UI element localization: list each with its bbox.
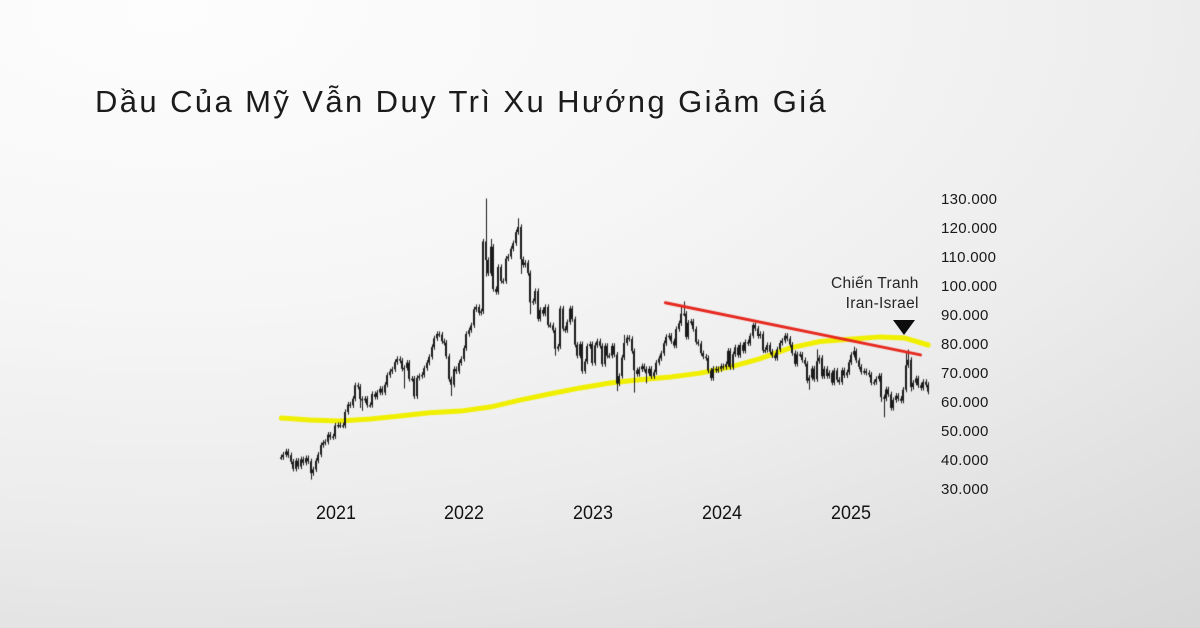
x-axis-tick-label: 2022 <box>444 502 485 524</box>
y-axis-tick-label: 100.000 <box>941 278 998 295</box>
y-axis-tick-label: 120.000 <box>941 220 998 237</box>
y-axis-tick-label: 50.000 <box>941 423 989 440</box>
y-axis-tick-label: 110.000 <box>941 249 997 266</box>
y-axis-tick-label: 60.000 <box>941 394 989 411</box>
y-axis-tick-label: 70.000 <box>941 365 989 382</box>
war-annotation-label: Chiến Tranh Iran-Israel <box>689 274 919 314</box>
x-axis-tick-label: 2021 <box>315 502 356 524</box>
x-axis-tick-label: 2023 <box>573 502 614 524</box>
y-axis-tick-label: 130.000 <box>941 191 998 208</box>
war-annotation-line2: Iran-Israel <box>845 295 919 313</box>
war-annotation-line1: Chiến Tranh <box>830 275 919 293</box>
x-axis-tick-label: 2025 <box>830 502 871 524</box>
y-axis-tick-label: 30.000 <box>941 481 989 498</box>
war-marker-down-triangle-icon <box>892 320 915 336</box>
y-axis-tick-label: 80.000 <box>941 336 989 353</box>
x-axis-tick-label: 2024 <box>702 502 743 524</box>
page-title: Dầu Của Mỹ Vẫn Duy Trì Xu Hướng Giảm Giá <box>95 84 829 119</box>
y-axis-tick-label: 90.000 <box>941 307 989 324</box>
y-axis-tick-label: 40.000 <box>941 452 989 469</box>
